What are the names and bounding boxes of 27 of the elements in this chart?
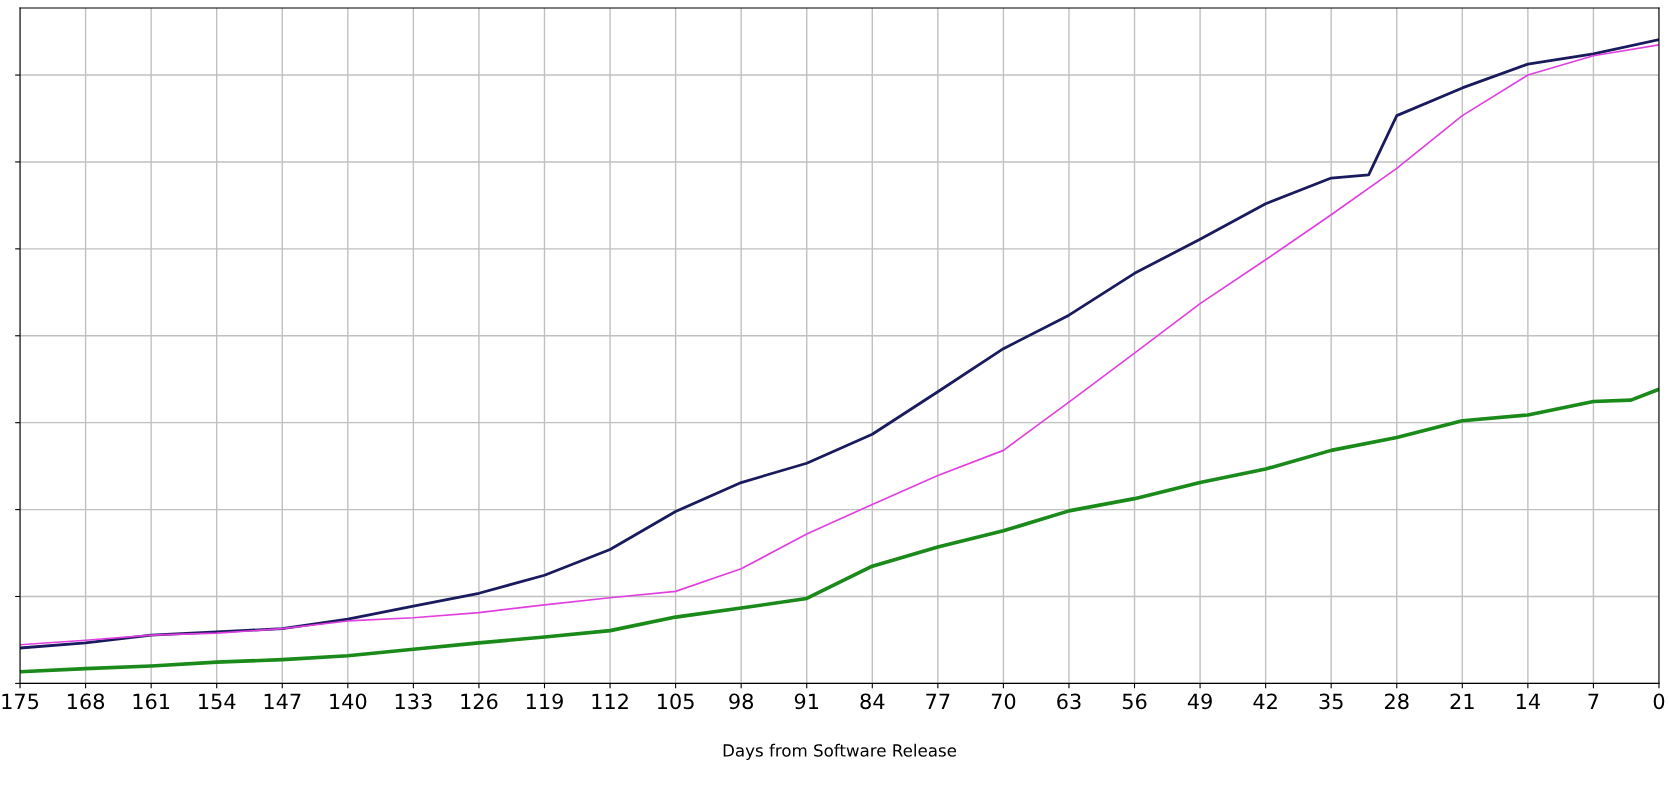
x-tick-label: 49 xyxy=(1187,693,1212,710)
x-tick-label: 98 xyxy=(729,693,753,710)
x-tick-label: 28 xyxy=(1385,693,1409,710)
x-tick-label: 77 xyxy=(926,693,950,709)
x-tick-label: 133 xyxy=(395,693,432,710)
x-tick-label: 154 xyxy=(199,693,236,710)
x-tick-label: 161 xyxy=(133,693,170,710)
x-tick-label: 91 xyxy=(794,693,819,710)
x-tick-label: 119 xyxy=(526,693,563,710)
x-tick-label: 42 xyxy=(1253,693,1277,709)
x-tick-label: 84 xyxy=(860,693,885,710)
x-tick-label: 35 xyxy=(1319,693,1343,710)
x-tick-label: 175 xyxy=(2,693,39,710)
x-axis-title: Days from Software Release xyxy=(723,743,957,760)
x-tick-label: 140 xyxy=(330,693,367,710)
x-tick-label: 7 xyxy=(1588,693,1599,709)
x-tick-label: 105 xyxy=(658,693,694,710)
x-tick-label: 126 xyxy=(461,693,498,710)
x-tick-label: 14 xyxy=(1516,693,1540,709)
x-tick-label: 0 xyxy=(1653,693,1665,710)
x-tick-label: 147 xyxy=(264,693,301,709)
x-tick-label: 56 xyxy=(1122,693,1147,710)
x-tick-label: 168 xyxy=(67,693,105,710)
x-tick-label: 70 xyxy=(991,693,1016,710)
x-tick-label: 63 xyxy=(1057,693,1081,710)
x-tick-label: 112 xyxy=(592,693,628,709)
x-tick-label: 21 xyxy=(1450,693,1474,709)
